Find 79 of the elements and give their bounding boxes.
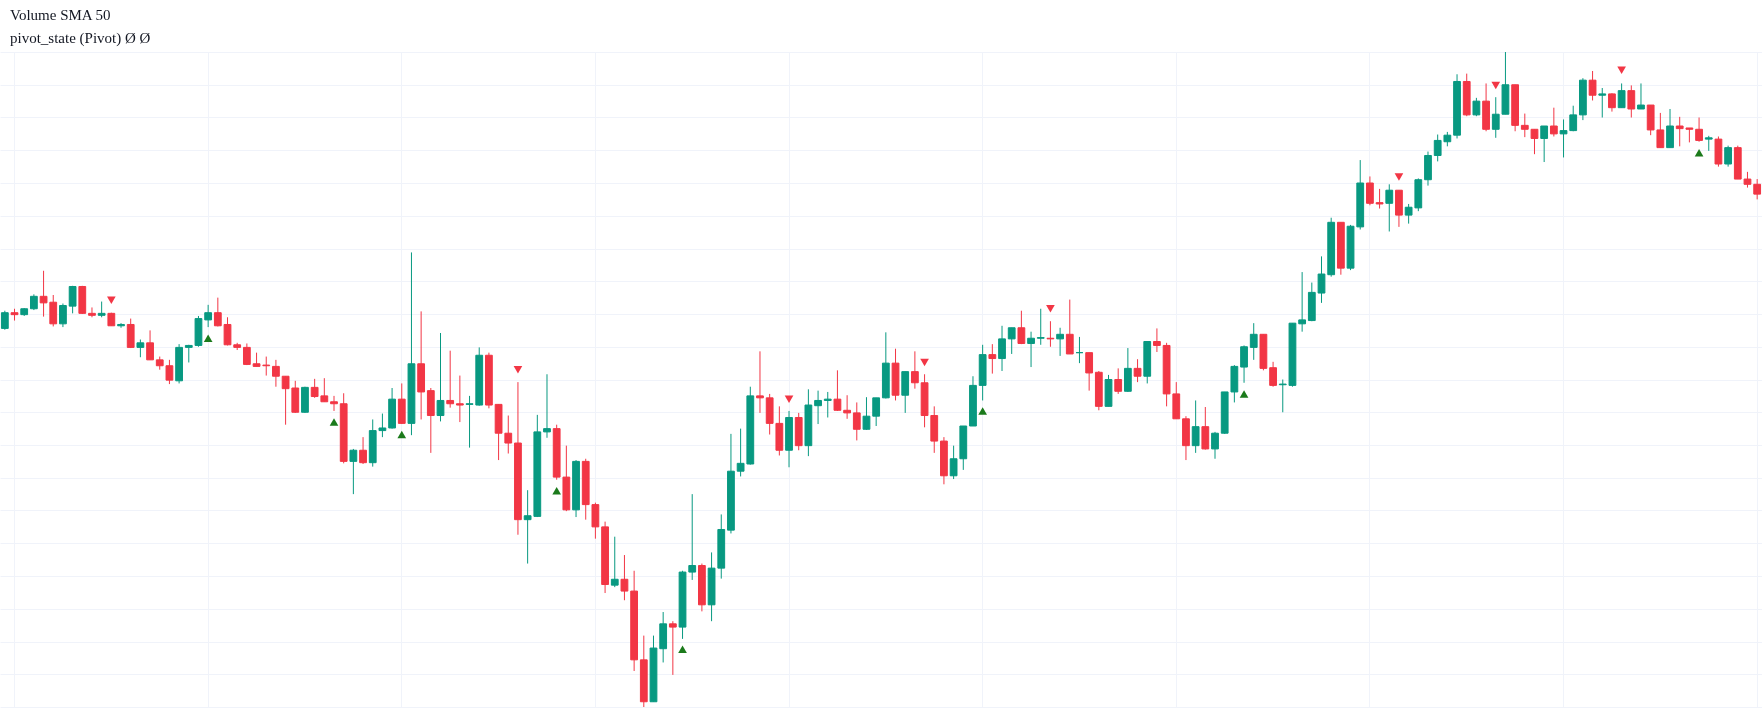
candlestick	[988, 343, 997, 375]
candlestick	[1540, 125, 1549, 163]
candlestick	[359, 436, 367, 465]
candlestick	[436, 332, 445, 422]
candlestick	[1153, 327, 1161, 353]
text: pivot_state (Pivot) Ø Ø	[10, 29, 151, 47]
candlestick	[901, 371, 910, 414]
candlestick	[1666, 108, 1674, 149]
candlestick	[446, 350, 455, 409]
point	[1046, 305, 1055, 313]
candlestick	[852, 401, 861, 441]
candlestick	[455, 375, 464, 423]
candlestick	[1724, 145, 1732, 168]
point	[329, 418, 339, 426]
candlestick	[1598, 87, 1607, 118]
candlestick	[1133, 358, 1142, 383]
candlestick	[823, 391, 832, 418]
candlestick	[1046, 320, 1055, 348]
candlestick	[1114, 367, 1123, 395]
candlestick	[1017, 310, 1026, 345]
candlestick	[1123, 347, 1132, 393]
candlestick	[68, 285, 77, 314]
candlestick	[1627, 84, 1636, 118]
candlestick	[59, 303, 67, 328]
candlestick	[117, 322, 125, 329]
point	[1239, 390, 1249, 398]
candlestick	[1191, 399, 1200, 454]
candlestick	[1085, 352, 1094, 392]
candlestick	[1366, 175, 1374, 206]
candlestick	[1385, 183, 1394, 232]
candlestick	[1240, 344, 1248, 384]
candlestick	[1549, 107, 1558, 137]
point	[784, 395, 794, 403]
candlestick	[911, 350, 919, 390]
point	[552, 487, 562, 495]
point	[920, 358, 929, 367]
candlestick	[998, 325, 1006, 372]
point	[978, 407, 987, 415]
candlestick	[349, 448, 358, 495]
point	[1491, 81, 1501, 90]
candlestick	[620, 554, 629, 601]
candlestick	[1269, 361, 1277, 388]
point	[203, 334, 213, 342]
point	[1394, 173, 1404, 181]
candlestick	[1201, 406, 1210, 451]
candlestick	[543, 373, 551, 439]
candlestick	[1637, 82, 1645, 110]
candlestick	[1065, 299, 1074, 355]
candlestick	[330, 395, 338, 412]
point	[513, 365, 523, 374]
candlestick	[88, 306, 96, 318]
candlestick	[833, 369, 842, 412]
candlestick	[1608, 92, 1616, 113]
text: Volume SMA 50	[10, 6, 111, 23]
candlestick	[1056, 327, 1064, 357]
candlestick	[668, 620, 677, 676]
candlestick	[1617, 82, 1626, 109]
candlestick	[1298, 271, 1307, 333]
candlestick	[1007, 327, 1016, 355]
candlestick	[1588, 70, 1597, 101]
candlestick	[146, 329, 154, 361]
candlestick	[843, 394, 851, 420]
candlestick	[1375, 188, 1384, 210]
point	[1694, 149, 1704, 157]
point	[107, 296, 116, 304]
candlestick	[756, 350, 764, 414]
candlestick	[1027, 331, 1035, 368]
candlestick	[126, 318, 135, 349]
candlestick	[1036, 308, 1045, 346]
point	[397, 430, 407, 439]
point	[678, 645, 687, 654]
candlestick	[1249, 322, 1258, 361]
point	[1617, 66, 1626, 75]
candlestick	[1695, 117, 1703, 143]
candlestick	[814, 390, 822, 425]
candlestick	[272, 359, 280, 388]
candlestick	[610, 536, 619, 588]
candlestick	[0, 310, 9, 331]
candlestick	[1211, 431, 1219, 460]
